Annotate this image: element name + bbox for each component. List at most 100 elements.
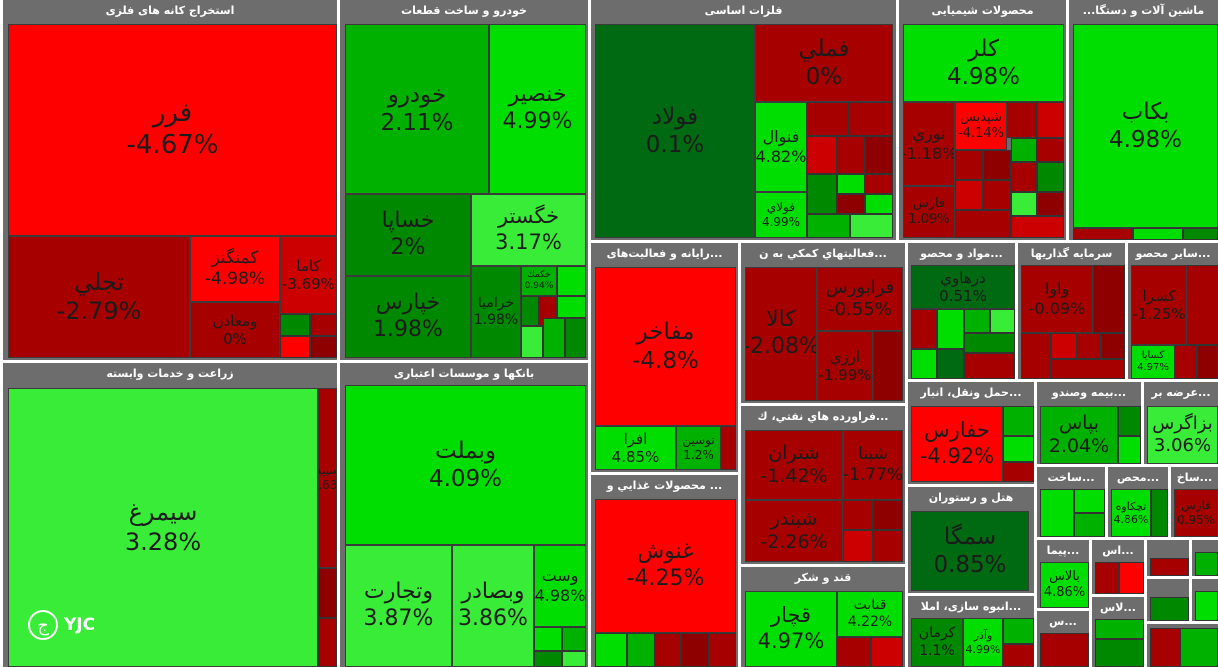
tile-small[interactable] — [873, 500, 903, 530]
tile-bpas[interactable]: بپاس 2.04% — [1040, 406, 1118, 464]
tile-bekab[interactable]: بكاب 4.98% — [1073, 24, 1218, 228]
tile-small[interactable] — [983, 180, 1011, 210]
tile-small[interactable] — [871, 637, 903, 667]
tile-small[interactable] — [1180, 628, 1218, 667]
tile-ghanoosh[interactable]: غنوش -4.25% — [595, 499, 736, 633]
tile-small[interactable] — [1037, 192, 1064, 216]
tile-small[interactable] — [543, 318, 565, 358]
tile-fars[interactable]: فارس 1.09% — [903, 186, 955, 238]
tile-small[interactable] — [807, 136, 837, 174]
tile-shabandar-chem[interactable]: شپديس -4.14% — [955, 102, 1007, 150]
tile-small[interactable] — [1037, 162, 1064, 192]
tile-small[interactable] — [310, 336, 337, 358]
tile-small[interactable] — [873, 331, 903, 401]
tile-small[interactable] — [318, 568, 337, 618]
tile-small[interactable] — [1118, 406, 1141, 436]
tile-small[interactable] — [1037, 138, 1064, 162]
tile-small[interactable] — [280, 336, 310, 358]
tile-khepars[interactable]: خپارس 1.98% — [345, 276, 471, 358]
tile-sefid[interactable]: سپيد -0.63% — [318, 388, 337, 568]
tile-small[interactable] — [1175, 345, 1197, 379]
tile-small[interactable] — [280, 314, 310, 336]
tile-khanasir[interactable]: خنصير 4.99% — [489, 24, 586, 194]
tile-small[interactable] — [937, 349, 964, 379]
tile-small[interactable] — [318, 618, 337, 667]
tile-small[interactable] — [837, 194, 865, 214]
tile-small[interactable] — [1095, 639, 1144, 667]
tile-balas[interactable]: بالاس 4.86% — [1040, 562, 1089, 608]
tile-arzi[interactable]: ارزي -1.99% — [817, 331, 873, 401]
tile-small[interactable] — [627, 633, 655, 667]
tile-small[interactable] — [534, 627, 562, 651]
tile-small[interactable] — [1187, 265, 1218, 345]
tile-small[interactable] — [964, 333, 1015, 353]
tile-fooland[interactable]: فولاد 0.1% — [595, 24, 755, 238]
tile-small[interactable] — [955, 180, 983, 210]
tile-small[interactable] — [1101, 333, 1125, 359]
tile-small[interactable] — [557, 266, 586, 296]
tile-kamangez[interactable]: كمنگنز -4.98% — [190, 236, 280, 302]
tile-small[interactable] — [1011, 162, 1037, 192]
tile-small[interactable] — [521, 296, 539, 326]
tile-small[interactable] — [709, 633, 736, 667]
tile-small[interactable] — [557, 296, 586, 318]
tile-small[interactable] — [964, 353, 1015, 379]
tile-small[interactable] — [1021, 333, 1051, 379]
tile-small[interactable] — [873, 530, 903, 562]
tile-shebandar[interactable]: شبندر -2.26% — [745, 500, 843, 562]
tile-khesapa[interactable]: خساپا 2% — [345, 194, 471, 276]
tile-small[interactable] — [1037, 102, 1064, 138]
tile-bazargas[interactable]: بزاگرس 3.06% — [1147, 406, 1218, 464]
tile-ghechar[interactable]: قچار 4.97% — [745, 591, 837, 667]
tile-shetran[interactable]: شتران -1.42% — [745, 430, 843, 500]
tile-small[interactable] — [843, 500, 873, 530]
tile-folay[interactable]: فولاي 4.99% — [755, 192, 807, 238]
tile-kasra[interactable]: كسرا -1.25% — [1131, 265, 1187, 345]
tile-small[interactable] — [1183, 228, 1218, 240]
tile-small[interactable] — [837, 174, 865, 194]
tile-small[interactable] — [911, 309, 937, 349]
tile-small[interactable] — [1003, 436, 1034, 462]
tile-small[interactable] — [1150, 597, 1189, 621]
tile-small[interactable] — [1074, 513, 1105, 537]
tile-small[interactable] — [1003, 644, 1034, 667]
tile-small[interactable] — [807, 102, 849, 136]
tile-small[interactable] — [955, 210, 1011, 238]
tile-simorgh[interactable]: سيمرغ 3.28% — [8, 388, 318, 667]
tile-small[interactable] — [1197, 345, 1218, 379]
tile-farabourse[interactable]: فرابورس -0.55% — [817, 267, 903, 331]
tile-small[interactable] — [562, 651, 586, 667]
tile-small[interactable] — [1118, 436, 1141, 464]
tile-khodro[interactable]: خودرو 2.11% — [345, 24, 489, 194]
tile-small[interactable] — [849, 102, 893, 136]
tile-khegostar[interactable]: خگستر 3.17% — [471, 194, 586, 266]
tile-far[interactable]: فرر -4.67% — [8, 24, 337, 236]
tile-vava[interactable]: واوا -0.09% — [1021, 265, 1093, 333]
tile-darhavi[interactable]: درهاوي 0.51% — [911, 265, 1015, 309]
tile-small[interactable] — [681, 633, 709, 667]
tile-small[interactable] — [1051, 333, 1077, 359]
tile-small[interactable] — [964, 309, 990, 333]
tile-small[interactable] — [1195, 591, 1218, 621]
tile-small[interactable] — [655, 633, 681, 667]
tile-afra[interactable]: افرا 4.85% — [595, 426, 676, 470]
tile-small[interactable] — [1003, 462, 1034, 482]
tile-small[interactable] — [850, 214, 893, 238]
tile-small[interactable] — [565, 318, 586, 358]
tile-small[interactable] — [1011, 138, 1037, 162]
tile-kala[interactable]: كالا -2.08% — [745, 267, 817, 401]
tile-tajli[interactable]: تجلي -2.79% — [8, 236, 190, 358]
tile-small[interactable] — [1040, 489, 1074, 537]
tile-small[interactable] — [911, 349, 937, 379]
tile-small[interactable] — [1195, 552, 1218, 576]
tile-small[interactable] — [1051, 359, 1125, 379]
tile-tachkav[interactable]: تچكاوه 4.86% — [1111, 489, 1151, 537]
tile-small[interactable] — [1011, 192, 1037, 216]
tile-noori[interactable]: نوري -1.18% — [903, 102, 955, 186]
tile-small[interactable] — [837, 637, 871, 667]
tile-small[interactable] — [1093, 265, 1125, 333]
tile-small[interactable] — [807, 174, 837, 214]
tile-small[interactable] — [1151, 489, 1168, 537]
tile-vabesader[interactable]: وبصادر 3.86% — [452, 545, 534, 667]
tile-small[interactable] — [865, 174, 893, 194]
